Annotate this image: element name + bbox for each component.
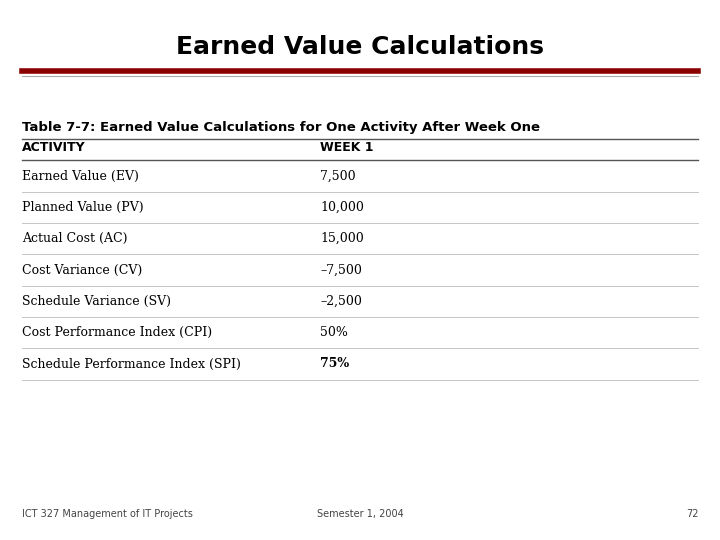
Text: Schedule Performance Index (SPI): Schedule Performance Index (SPI): [22, 357, 240, 370]
Text: Earned Value Calculations: Earned Value Calculations: [176, 35, 544, 59]
Text: –2,500: –2,500: [320, 295, 362, 308]
Text: –7,500: –7,500: [320, 264, 362, 276]
Text: 72: 72: [686, 509, 698, 519]
Text: Schedule Variance (SV): Schedule Variance (SV): [22, 295, 171, 308]
Text: WEEK 1: WEEK 1: [320, 141, 374, 154]
Text: ACTIVITY: ACTIVITY: [22, 141, 85, 154]
Text: 15,000: 15,000: [320, 232, 364, 245]
Text: ICT 327 Management of IT Projects: ICT 327 Management of IT Projects: [22, 509, 192, 519]
Text: Cost Variance (CV): Cost Variance (CV): [22, 264, 142, 276]
Text: Table 7-7: Earned Value Calculations for One Activity After Week One: Table 7-7: Earned Value Calculations for…: [22, 122, 539, 134]
Text: 75%: 75%: [320, 357, 349, 370]
Text: Cost Performance Index (CPI): Cost Performance Index (CPI): [22, 326, 212, 339]
Text: Earned Value (EV): Earned Value (EV): [22, 170, 138, 183]
Text: 7,500: 7,500: [320, 170, 356, 183]
Text: 10,000: 10,000: [320, 201, 364, 214]
Text: Actual Cost (AC): Actual Cost (AC): [22, 232, 127, 245]
Text: Planned Value (PV): Planned Value (PV): [22, 201, 143, 214]
Text: 50%: 50%: [320, 326, 348, 339]
Text: Semester 1, 2004: Semester 1, 2004: [317, 509, 403, 519]
